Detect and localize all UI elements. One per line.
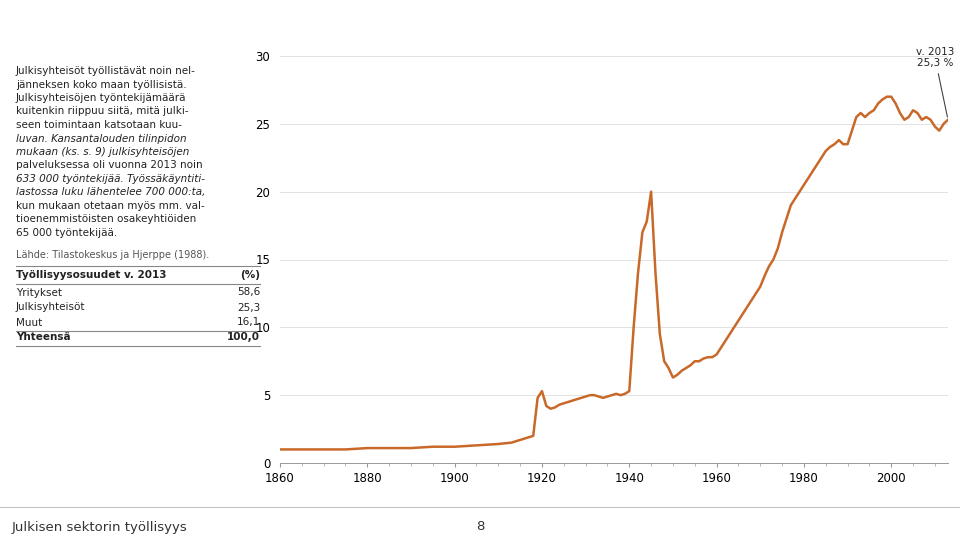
Text: Julkisen sektorin työllisyys: Julkisen sektorin työllisyys	[12, 520, 188, 534]
Text: tioenemmistöisten osakeyhtiöiden: tioenemmistöisten osakeyhtiöiden	[16, 215, 196, 225]
Text: 58,6: 58,6	[237, 288, 260, 298]
Text: Yritykset: Yritykset	[16, 288, 62, 298]
Text: (%): (%)	[240, 269, 260, 280]
Text: palveluksessa oli vuonna 2013 noin: palveluksessa oli vuonna 2013 noin	[16, 160, 203, 171]
Text: Muut: Muut	[16, 318, 42, 328]
Text: jänneksen koko maan työllisistä.: jänneksen koko maan työllisistä.	[16, 80, 186, 89]
Text: mukaan (ks. s. 9) julkisyhteisöjen: mukaan (ks. s. 9) julkisyhteisöjen	[16, 147, 189, 157]
Text: v. 2013
25,3 %: v. 2013 25,3 %	[916, 47, 954, 117]
Text: Julkisyhteisöjen työntekijämäärä: Julkisyhteisöjen työntekijämäärä	[16, 93, 186, 103]
Text: seen toimintaan katsotaan kuu-: seen toimintaan katsotaan kuu-	[16, 120, 182, 130]
Text: lastossa luku lähentelee 700 000:ta,: lastossa luku lähentelee 700 000:ta,	[16, 187, 205, 197]
Text: Yhteensä: Yhteensä	[16, 332, 71, 342]
Text: 65 000 työntekijää.: 65 000 työntekijää.	[16, 228, 117, 238]
Text: kuitenkin riippuu siitä, mitä julki-: kuitenkin riippuu siitä, mitä julki-	[16, 106, 188, 117]
Text: Työllisyysosuudet v. 2013: Työllisyysosuudet v. 2013	[16, 269, 166, 280]
Text: Lähde: Tilastokeskus ja Hjerppe (1988).: Lähde: Tilastokeskus ja Hjerppe (1988).	[16, 250, 209, 259]
Text: kun mukaan otetaan myös mm. val-: kun mukaan otetaan myös mm. val-	[16, 201, 204, 211]
Text: 25,3: 25,3	[237, 302, 260, 312]
Text: 8: 8	[476, 520, 484, 534]
Text: Julkisyhteisöt: Julkisyhteisöt	[16, 302, 85, 312]
Text: 16,1: 16,1	[237, 318, 260, 328]
Text: 100,0: 100,0	[227, 332, 260, 342]
Text: luvan. Kansantalouden tilinpidon: luvan. Kansantalouden tilinpidon	[16, 134, 186, 143]
Text: 633 000 työntekijää. Työssäkäyntiti-: 633 000 työntekijää. Työssäkäyntiti-	[16, 174, 205, 184]
Text: Julkisyhteisöjen osuus työllisyydestä 1860–2013 (prosenttia): Julkisyhteisöjen osuus työllisyydestä 18…	[12, 13, 656, 32]
Text: Julkisyhteisöt työllistävät noin nel-: Julkisyhteisöt työllistävät noin nel-	[16, 66, 196, 76]
